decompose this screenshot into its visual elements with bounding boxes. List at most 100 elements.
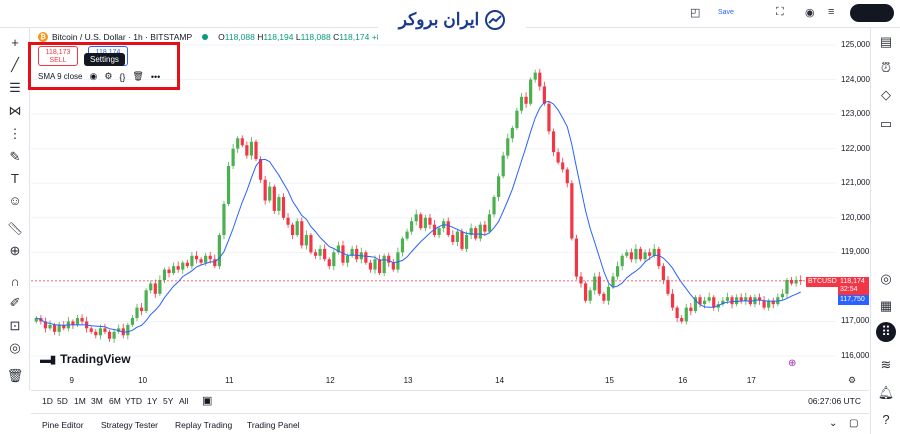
candle-body: [80, 317, 84, 322]
candle-body: [588, 290, 592, 301]
price-chart[interactable]: [31, 28, 869, 390]
tab-trading-panel[interactable]: Trading Panel: [247, 420, 300, 430]
range-1m[interactable]: 1M: [74, 396, 86, 406]
price-tick-label: 120,000: [841, 212, 870, 222]
tab-strategy-tester[interactable]: Strategy Tester: [101, 420, 159, 430]
date-range-icon[interactable]: ▣: [202, 395, 213, 407]
candle-body: [799, 279, 803, 281]
horizontal-lines-icon[interactable]: ☰: [9, 80, 21, 95]
eye-icon[interactable]: ◉: [89, 71, 98, 81]
indicator-label[interactable]: SMA 9 close: [38, 72, 83, 81]
publish-button[interactable]: [850, 4, 894, 22]
candle-body: [139, 307, 144, 312]
candle-body: [487, 214, 492, 232]
chat-icon[interactable]: ▭: [879, 116, 893, 131]
maximize-icon[interactable]: ▢: [849, 418, 859, 429]
emoji-icon[interactable]: ☺: [8, 192, 22, 208]
highlight-frame: [28, 42, 180, 90]
delete-icon[interactable]: 🗑︎: [132, 71, 144, 81]
trash-icon[interactable]: 🗑︎: [6, 368, 24, 383]
menu-icon[interactable]: ≡: [828, 6, 835, 18]
range-ytd[interactable]: YTD: [125, 396, 142, 406]
save-label[interactable]: Save: [718, 9, 734, 16]
snapshot-icon[interactable]: ◉: [805, 7, 815, 19]
alarm-icon[interactable]: ⏰︎: [880, 60, 892, 75]
candle-body: [506, 138, 510, 156]
range-5d[interactable]: 5D: [57, 396, 68, 406]
tradingview-logo[interactable]: ▬▮ TradingView: [40, 352, 131, 366]
candle-body: [689, 307, 693, 312]
candle-body: [281, 197, 286, 218]
tradingview-icon: ▬▮: [40, 353, 56, 366]
crosshair-icon[interactable]: +: [11, 34, 19, 50]
candle-body: [313, 252, 318, 256]
candle-body: [222, 203, 226, 236]
symbol-tag: BTCUSD: [806, 277, 839, 287]
range-1d[interactable]: 1D: [42, 396, 53, 406]
tab-replay-trading[interactable]: Replay Trading: [175, 420, 233, 430]
symbol-title[interactable]: Bitcoin / U.S. Dollar · 1h · BITSTAMP: [52, 32, 193, 42]
more-icon[interactable]: •••: [150, 71, 161, 82]
candle-body: [725, 297, 730, 301]
bell-icon[interactable]: 🔔︎: [877, 385, 895, 400]
range-5y[interactable]: 5Y: [163, 396, 174, 406]
symbol-legend: ₿ Bitcoin / U.S. Dollar · 1h · BITSTAMP …: [38, 32, 381, 42]
zoom-icon[interactable]: ⊕: [9, 243, 21, 258]
candle-body: [464, 235, 469, 249]
apps-icon[interactable]: ⠿: [876, 322, 896, 342]
source-code-icon[interactable]: {}: [119, 71, 126, 82]
candle-body: [387, 255, 391, 263]
candle-body: [350, 248, 354, 256]
candle-body: [735, 297, 739, 305]
calendar-icon[interactable]: ▦: [879, 298, 893, 313]
ruler-icon[interactable]: 📏︎: [6, 221, 24, 236]
candle-body: [75, 317, 80, 325]
candle-body: [762, 300, 766, 308]
clock[interactable]: 06:27:06 UTC: [808, 396, 861, 406]
candle-body: [258, 159, 263, 180]
layers-icon[interactable]: ◇: [881, 87, 891, 102]
candle-body: [368, 262, 373, 270]
candle-body: [702, 300, 707, 305]
candle-body: [611, 276, 615, 287]
eye-icon[interactable]: ◎: [9, 340, 21, 355]
candle-body: [428, 217, 432, 225]
pattern-icon[interactable]: ⋈: [8, 103, 22, 118]
lock-drawings-icon[interactable]: ✐: [9, 295, 21, 310]
candle-body: [52, 324, 57, 332]
candle-body: [437, 228, 441, 236]
fib-icon[interactable]: ⋮: [8, 126, 22, 141]
broadcast-icon[interactable]: ≋: [880, 357, 892, 372]
collapse-icon[interactable]: ⌄: [829, 418, 838, 429]
candle-body: [785, 279, 789, 294]
magnet-icon[interactable]: ∩: [10, 273, 20, 289]
trendline-icon[interactable]: ╱: [11, 57, 19, 72]
watchlist-icon[interactable]: ▤: [879, 34, 893, 49]
candle-body: [661, 266, 665, 280]
settings-gear-icon[interactable]: ⚙: [104, 71, 113, 81]
sell-button[interactable]: 118,173 SELL: [38, 46, 78, 66]
bar-countdown: 32:54: [840, 286, 858, 293]
candle-body: [410, 221, 414, 232]
fullscreen-icon[interactable]: ⛶: [776, 6, 784, 18]
candle-body: [286, 217, 290, 225]
camera-icon[interactable]: ◰: [690, 7, 701, 19]
help-icon[interactable]: ?: [882, 411, 890, 427]
range-3m[interactable]: 3M: [91, 396, 103, 406]
tab-pine-editor[interactable]: Pine Editor: [42, 420, 84, 430]
candle-body: [149, 283, 153, 291]
range-1y[interactable]: 1Y: [147, 396, 158, 406]
candle-body: [107, 331, 112, 339]
brush-icon[interactable]: ✎: [9, 149, 21, 164]
range-6m[interactable]: 6M: [109, 396, 121, 406]
last-price: 118,174: [840, 278, 865, 285]
add-alert-icon[interactable]: ⊕: [788, 358, 797, 369]
chart-settings-icon[interactable]: ⚙: [848, 375, 857, 385]
candle-body: [620, 255, 624, 267]
target-icon[interactable]: ◎: [880, 271, 892, 286]
text-icon[interactable]: T: [11, 170, 19, 186]
range-all[interactable]: All: [179, 396, 189, 406]
sma-line: [36, 100, 801, 333]
candle-body: [277, 197, 281, 211]
lock-icon[interactable]: ⊡: [9, 318, 21, 333]
